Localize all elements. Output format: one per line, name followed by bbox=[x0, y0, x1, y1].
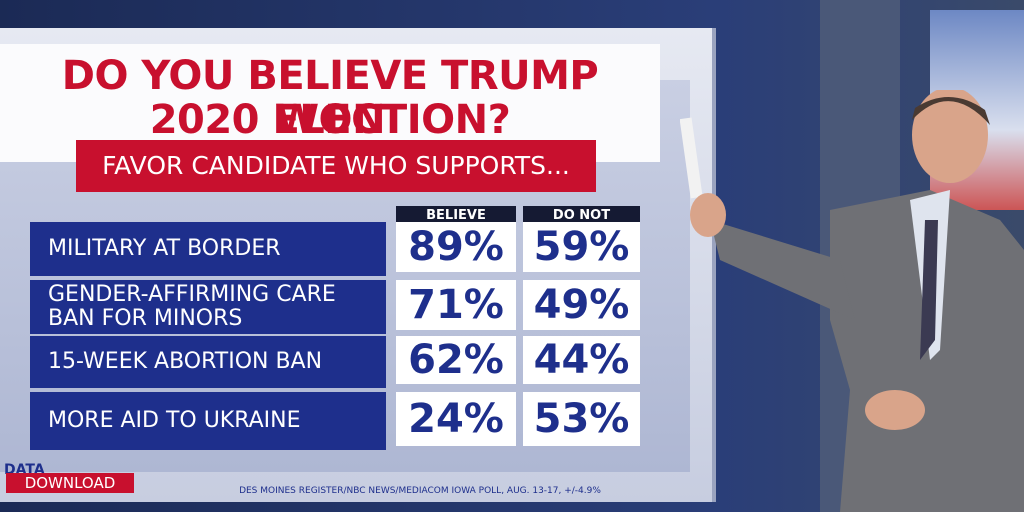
row-label: MORE AID TO UKRAINE bbox=[30, 392, 386, 450]
column-header: BELIEVE bbox=[396, 206, 516, 226]
value-cell: 59% bbox=[523, 222, 640, 272]
value-cell: 49% bbox=[523, 280, 640, 330]
row-label: GENDER-AFFIRMING CARE BAN FOR MINORS bbox=[30, 280, 386, 334]
value-cell: 62% bbox=[396, 336, 516, 384]
source: DES MOINES REGISTER/NBC NEWS/MEDIACOM IO… bbox=[239, 486, 601, 496]
value-cell: 71% bbox=[396, 280, 516, 330]
logo: DOWNLOAD bbox=[6, 473, 134, 493]
tie bbox=[920, 220, 938, 360]
row-label: 15-WEEK ABORTION BAN bbox=[30, 336, 386, 388]
label-line: 15-WEEK ABORTION BAN bbox=[48, 349, 323, 374]
suit bbox=[830, 190, 1024, 512]
label-line: BAN FOR MINORS bbox=[48, 306, 243, 331]
value-cell: 44% bbox=[523, 336, 640, 384]
label-line: MILITARY AT BORDER bbox=[48, 236, 281, 261]
title-line: DO YOU BELIEVE TRUMP WON bbox=[61, 53, 599, 143]
subtitle: FAVOR CANDIDATE WHO SUPPORTS... bbox=[76, 140, 596, 192]
label-line: MORE AID TO UKRAINE bbox=[48, 408, 301, 433]
hand bbox=[865, 390, 925, 430]
title-line: 2020 ELECTION? bbox=[149, 97, 511, 143]
presenter bbox=[680, 90, 1024, 512]
head bbox=[912, 90, 988, 183]
row-label: MILITARY AT BORDER bbox=[30, 222, 386, 276]
label-line: GENDER-AFFIRMING CARE bbox=[48, 282, 336, 307]
value-cell: 89% bbox=[396, 222, 516, 272]
value-cell: 53% bbox=[523, 392, 640, 446]
arm bbox=[710, 220, 855, 320]
hair bbox=[912, 96, 990, 125]
marker bbox=[680, 117, 703, 199]
value-cell: 24% bbox=[396, 392, 516, 446]
hand bbox=[690, 193, 726, 237]
